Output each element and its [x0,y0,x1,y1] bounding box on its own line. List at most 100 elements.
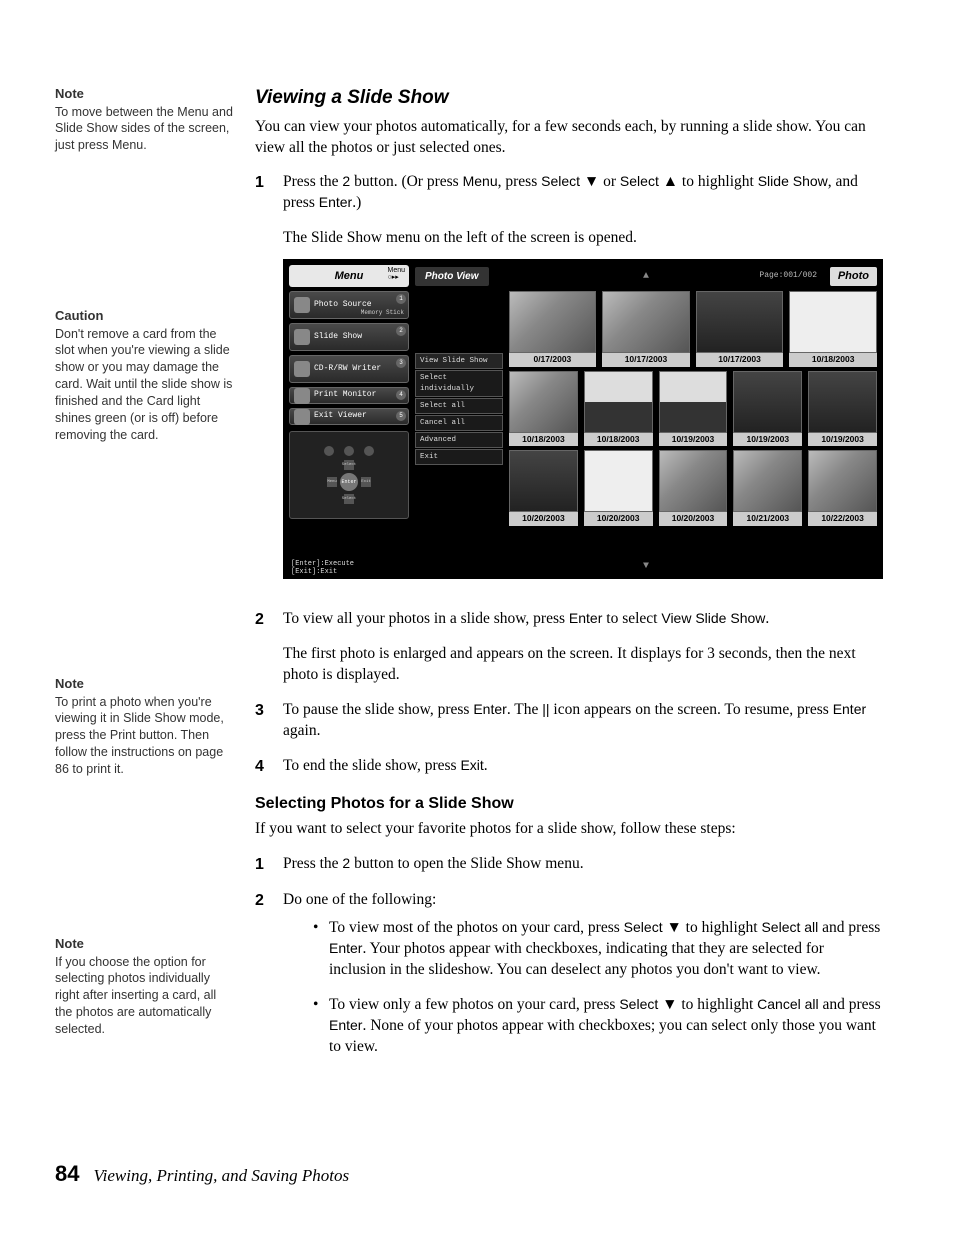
button-ref: Enter [833,701,866,717]
thumbnail[interactable]: 10/19/2003 [733,371,802,446]
button-ref: Enter [329,940,362,956]
thumbnail[interactable]: 10/19/2003 [659,371,728,446]
thumb-date: 10/22/2003 [808,512,877,525]
text: ▼ to highlight [658,996,757,1013]
step-body: To end the slide show, press Exit. [283,756,883,778]
menu-item-icon [294,388,310,404]
photo-view-label: Photo View [415,267,489,287]
step-number: 1 [255,854,269,876]
step-body: To view all your photos in a slide show,… [283,609,883,686]
menu-header: Menu Menu○▸▸ [289,265,409,287]
thumb-image [659,450,728,512]
slideshow-submenu: View Slide ShowSelect individually Select… [415,353,503,466]
thumb-image [733,371,802,433]
dpad-center: Enter [340,473,358,491]
submenu-item[interactable]: Advanced [415,432,503,448]
note-body: Don't remove a card from the slot when y… [55,326,235,444]
text: To pause the slide show, press [283,701,473,718]
menu-item-label: Slide Show [314,332,362,343]
text: icon appears on the screen. To resume, p… [550,701,833,718]
button-ref: Select [624,919,663,935]
menu-item[interactable]: Exit Viewer5 [289,408,409,425]
text: To view only a few photos on your card, … [329,996,619,1013]
submenu-item[interactable]: Select all [415,398,503,414]
menu-item-number: 2 [396,326,406,336]
thumbnail[interactable]: 10/20/2003 [659,450,728,525]
page-number: 84 [55,1161,79,1187]
photo-view-header: Photo View ▲ Page:001/002 Photo [415,265,877,287]
submenu-item[interactable]: Exit [415,449,503,465]
thumb-row: 10/20/200310/20/200310/20/200310/21/2003… [509,450,877,525]
thumbnail[interactable]: 10/22/2003 [808,450,877,525]
down-arrow-icon: ▼ [643,560,649,574]
thumb-date: 10/19/2003 [733,433,802,446]
thumb-date: 10/17/2003 [602,353,690,366]
button-ref: View Slide Show [661,610,765,626]
menu-item[interactable]: Photo Source1Memory Stick [289,291,409,319]
step-body: Do one of the following: To view most of… [283,890,883,1072]
menu-item[interactable]: Slide Show 2 [289,323,409,351]
thumb-date: 10/20/2003 [659,512,728,525]
remote-hint: Select Select Menu Exit Enter [289,431,409,519]
step-number: 2 [255,890,269,1072]
text: .) [352,194,361,211]
dpad-right: Exit [361,477,371,487]
sub-intro: If you want to select your favorite phot… [255,819,883,840]
thumb-image [733,450,802,512]
sub-steps-list: 1 Press the 2 button to open the Slide S… [255,854,883,1072]
text: to select [602,610,661,627]
button-ref: Enter [319,194,352,210]
button-ref: Select [619,996,658,1012]
thumb-date: 10/18/2003 [509,433,578,446]
submenu-item[interactable]: Cancel all [415,415,503,431]
step-body: Press the 2 button. (Or press Menu, pres… [283,172,883,595]
menu-item[interactable]: CD-R/RW Writer3 [289,355,409,383]
step-number: 1 [255,172,269,595]
thumb-image [696,291,784,353]
footer-hint: [Enter]:Execute [Exit]:Exit [291,561,354,576]
thumbnail[interactable]: 10/18/2003 [509,371,578,446]
step-body: To pause the slide show, press Enter . Th… [283,700,883,742]
submenu-item[interactable]: Select individually [415,370,503,396]
text: . Your photos appear with checkboxes, in… [329,940,824,978]
menu-item-label: CD-R/RW Writer [314,364,381,375]
thumbnail[interactable]: 10/17/2003 [602,291,690,366]
menu-item-label: Print Monitor [314,390,376,401]
menu-item-icon [294,409,310,425]
step-number: 4 [255,756,269,778]
text: To view all your photos in a slide show,… [283,610,569,627]
thumbnail[interactable]: 10/17/2003 [696,291,784,366]
thumbnail[interactable]: 10/20/2003 [584,450,653,525]
thumbnail[interactable]: 10/21/2003 [733,450,802,525]
page: NoteTo move between the Menu and Slide S… [0,0,954,1136]
bullet-list: To view most of the photos on your card,… [283,918,883,1058]
thumb-date: 10/18/2003 [584,433,653,446]
menu-item-icon [294,361,310,377]
sidebar-note: NoteTo move between the Menu and Slide S… [55,85,235,154]
thumbnail[interactable]: 10/20/2003 [509,450,578,525]
step-body: Press the 2 button to open the Slide Sho… [283,854,883,876]
thumbnail[interactable]: 10/18/2003 [789,291,877,366]
thumb-date: 10/18/2003 [789,353,877,366]
dpad-up: Select [344,460,354,470]
screenshot-top-bar: Menu Menu○▸▸ Photo View ▲ Page:001/002 P… [289,265,877,287]
text: Do one of the following: [283,890,883,911]
thumbnail[interactable]: 0/17/2003 [509,291,597,366]
button-ref: Select [541,173,580,189]
thumb-date: 10/19/2003 [659,433,728,446]
submenu-item[interactable]: View Slide Show [415,353,503,369]
note-body: To print a photo when you're viewing it … [55,694,235,778]
note-title: Caution [55,307,235,325]
menu-item[interactable]: Print Monitor 4 [289,387,409,404]
menu-item-number: 4 [396,390,406,400]
text: and press [819,996,881,1013]
button-ref: Exit [460,757,483,773]
screenshot-left-menu: Photo Source1Memory Stick Slide Show 2 CD-R… [289,291,409,519]
sidebar: NoteTo move between the Menu and Slide S… [55,85,235,1086]
sidebar-note: NoteIf you choose the option for selecti… [55,935,235,1038]
button-ref: Enter [329,1017,362,1033]
thumbnail[interactable]: 10/18/2003 [584,371,653,446]
thumbnail[interactable]: 10/19/2003 [808,371,877,446]
button-ref: Slide Show [758,173,828,189]
text: . The [507,701,542,718]
